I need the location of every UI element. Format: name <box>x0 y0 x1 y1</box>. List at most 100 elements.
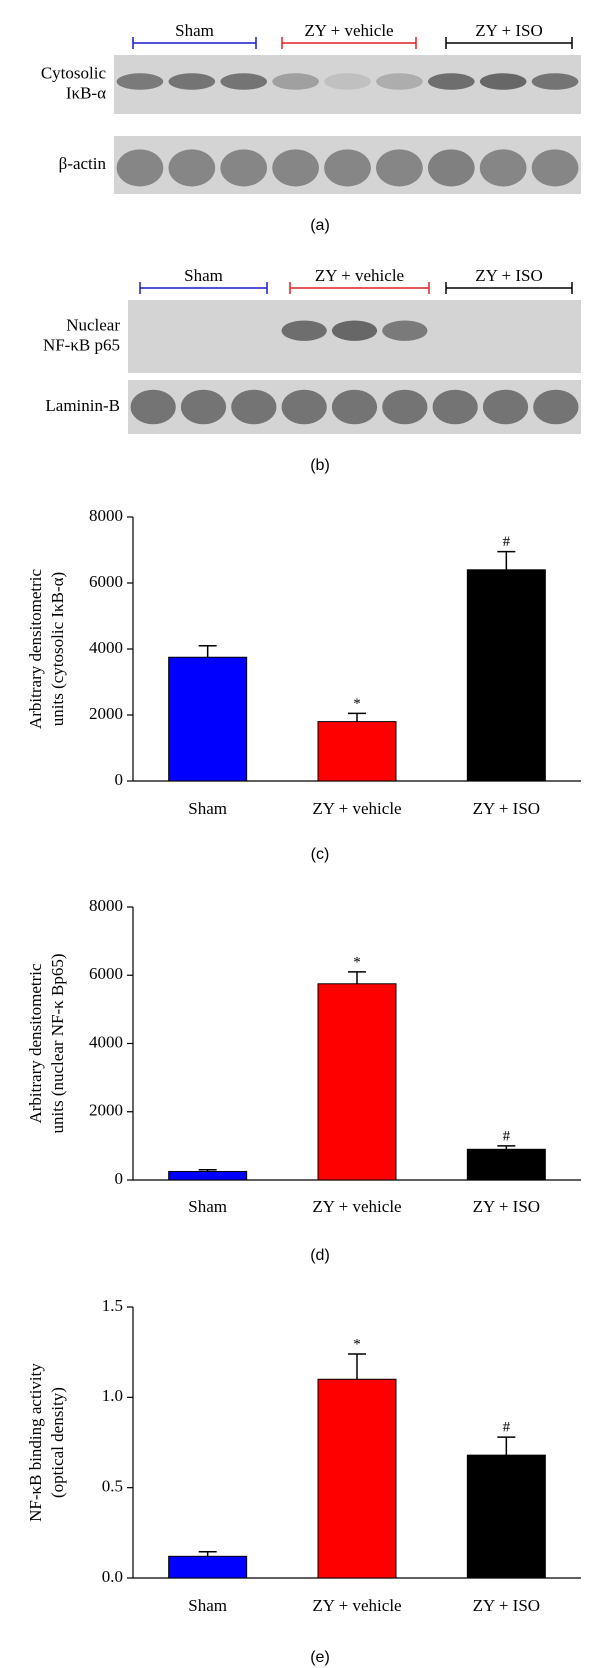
blot-band <box>382 320 428 341</box>
y-tick-label: 8000 <box>89 506 123 525</box>
blot-band <box>272 149 319 187</box>
blot-band <box>220 149 268 187</box>
significance-mark: # <box>503 1128 511 1144</box>
y-tick-label: 2000 <box>89 1101 123 1120</box>
y-tick-label: 0 <box>115 1169 124 1188</box>
blot-band <box>533 389 579 425</box>
error-bar <box>198 644 217 658</box>
blot-band <box>324 149 371 187</box>
x-tick-label: ZY + vehicle <box>312 1197 401 1216</box>
x-tick-label: Sham <box>188 1596 227 1615</box>
caption: (a) <box>310 217 330 234</box>
group-bracket <box>289 282 430 294</box>
significance-mark: # <box>503 1420 511 1436</box>
caption: (e) <box>310 1649 330 1666</box>
error-bar <box>348 971 366 984</box>
group-bracket <box>281 37 417 49</box>
significance-mark: * <box>353 696 361 712</box>
y-tick-label: 8000 <box>89 896 123 915</box>
blot-band <box>376 149 423 187</box>
y-tick-label: 1.0 <box>102 1386 123 1405</box>
blot-band <box>168 149 216 187</box>
x-tick-label: ZY + ISO <box>473 799 541 818</box>
group-bracket <box>139 282 268 294</box>
blot-band <box>427 149 475 187</box>
bar <box>168 1170 248 1181</box>
y-axis-label: (optical density) <box>48 1387 67 1498</box>
caption: (c) <box>311 846 330 863</box>
blot-band <box>432 389 478 425</box>
bar <box>168 1555 248 1579</box>
error-bar <box>497 1436 516 1456</box>
group-label: Sham <box>184 266 223 285</box>
error-bar <box>198 1169 217 1172</box>
blot-band <box>331 320 378 341</box>
bar <box>466 1454 546 1579</box>
bar <box>317 721 397 782</box>
y-tick-label: 0 <box>115 770 124 789</box>
blot-band <box>231 389 277 425</box>
blot-band <box>331 389 378 425</box>
error-bar <box>348 1353 366 1380</box>
y-tick-label: 1.5 <box>102 1296 123 1315</box>
error-bar <box>497 1145 516 1150</box>
blot-band <box>427 73 475 90</box>
y-axis-label: units (cytosolic IκB-α) <box>48 572 67 726</box>
row-label: IκB-α <box>66 83 106 102</box>
error-bar <box>198 1551 217 1557</box>
blot-band <box>281 389 327 425</box>
bar <box>317 1378 397 1579</box>
caption: (b) <box>310 457 330 474</box>
y-axis-label: units (nuclear NF-κ Bp65) <box>48 954 67 1134</box>
x-tick-label: ZY + ISO <box>473 1596 541 1615</box>
row-label: Laminin-B <box>45 396 120 415</box>
blot-band <box>272 73 319 90</box>
row-label: Cytosolic <box>41 63 107 82</box>
blot-band <box>376 73 423 90</box>
blot-band <box>382 389 428 425</box>
x-tick-label: ZY + vehicle <box>312 799 401 818</box>
blot-band <box>482 389 529 425</box>
blot-band <box>168 73 216 90</box>
y-axis-label: Arbitrary densitometric <box>26 963 45 1123</box>
y-tick-label: 6000 <box>89 964 123 983</box>
group-label: ZY + vehicle <box>315 266 404 285</box>
group-label: Sham <box>175 21 214 40</box>
error-bar <box>348 712 366 722</box>
group-label: ZY + vehicle <box>304 21 393 40</box>
y-tick-label: 4000 <box>89 638 123 657</box>
blot-band <box>180 389 227 425</box>
bar <box>317 983 397 1181</box>
row-label: Nuclear <box>66 315 120 334</box>
blot-band <box>531 149 579 187</box>
row-label: NF-κB p65 <box>43 335 120 354</box>
blot-band <box>220 73 268 90</box>
group-label: ZY + ISO <box>475 21 543 40</box>
bar <box>466 1148 546 1181</box>
blot-band <box>479 149 527 187</box>
blot-band <box>531 73 579 90</box>
significance-mark: * <box>353 1336 361 1352</box>
significance-mark: # <box>503 534 511 550</box>
y-tick-label: 0.5 <box>102 1477 123 1496</box>
y-tick-label: 4000 <box>89 1032 123 1051</box>
group-bracket <box>445 37 573 49</box>
group-bracket <box>132 37 257 49</box>
x-tick-label: ZY + vehicle <box>312 1596 401 1615</box>
row-label: β-actin <box>59 154 107 173</box>
group-label: ZY + ISO <box>475 266 543 285</box>
y-axis-label: NF-κB binding activity <box>26 1363 45 1522</box>
y-tick-label: 2000 <box>89 704 123 723</box>
bar <box>466 569 546 782</box>
blot-band <box>116 73 164 90</box>
blot-band <box>324 73 371 90</box>
y-tick-label: 0.0 <box>102 1567 123 1586</box>
error-bar <box>497 550 516 570</box>
significance-mark: * <box>353 954 361 970</box>
blot-band <box>479 73 527 90</box>
blot-band <box>281 320 327 341</box>
x-tick-label: Sham <box>188 799 227 818</box>
x-tick-label: Sham <box>188 1197 227 1216</box>
y-axis-label: Arbitrary densitometric <box>26 569 45 729</box>
